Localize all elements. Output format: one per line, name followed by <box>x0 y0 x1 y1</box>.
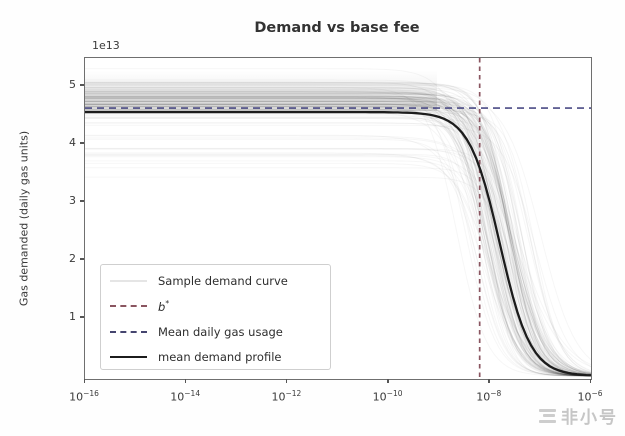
legend-item-b-star: b* <box>110 294 330 320</box>
watermark-text: 非小号 <box>561 408 618 428</box>
sample-demand-curve-swatch <box>110 279 147 282</box>
x-tick-mark <box>184 379 187 383</box>
sample-demand-curve-line <box>85 99 591 376</box>
sample-demand-curve-line <box>85 100 591 375</box>
x-tick-label: 10−10 <box>372 389 403 404</box>
sample-demand-curve-line <box>85 106 591 376</box>
feixiaohao-logo-icon <box>539 408 556 423</box>
sample-demand-curve-line <box>85 108 591 377</box>
mean-demand-profile-swatch <box>110 356 147 359</box>
x-tick-label: 10−6 <box>577 389 603 404</box>
mean-demand-profile-line <box>85 110 591 377</box>
sample-demand-curve-line <box>85 93 591 376</box>
y-axis-offset-label: 1e13 <box>92 39 120 52</box>
sample-demand-curve-line <box>85 90 591 376</box>
x-tick-mark <box>387 379 389 383</box>
sample-demand-curve-line <box>85 98 591 375</box>
y-tick-mark <box>80 258 84 260</box>
y-tick-label: 2 <box>69 252 76 265</box>
sample-demand-curve-line <box>85 97 591 376</box>
sample-demand-curves <box>85 81 591 377</box>
sample-demand-curve-line <box>85 106 591 376</box>
sample-demand-curve-line <box>85 101 591 376</box>
y-tick-mark <box>80 316 84 318</box>
watermark: 非小号 <box>539 403 618 428</box>
legend-label: Mean daily gas usage <box>158 324 283 339</box>
sample-demand-curve-line <box>85 89 591 377</box>
legend-item-mean-demand-profile: mean demand profile <box>110 345 330 371</box>
x-tick-label: 10−8 <box>476 389 502 404</box>
sample-demand-curve-line <box>85 109 591 376</box>
x-tick-label: 10−12 <box>271 389 302 404</box>
x-tick-label: 10−14 <box>170 389 201 404</box>
sample-demand-curve-line <box>85 89 591 376</box>
legend-label: mean demand profile <box>158 350 282 365</box>
sample-demand-curve-line <box>85 104 591 375</box>
sample-demand-curve-line <box>85 96 591 377</box>
x-tick-mark <box>285 379 288 383</box>
sample-demand-curve-line <box>85 88 591 377</box>
sample-demand-curve-line <box>85 91 591 377</box>
sample-demand-curve-line <box>85 91 591 376</box>
sample-demand-curve-line <box>85 104 591 377</box>
sample-demand-curve-line <box>85 101 591 376</box>
x-tick-mark <box>589 379 591 383</box>
y-tick-label: 1 <box>69 310 76 323</box>
sample-demand-curve-line <box>85 82 591 377</box>
sample-demand-curve-line <box>85 93 591 376</box>
y-tick-mark <box>80 142 84 144</box>
sample-demand-curve-line <box>85 103 591 377</box>
sample-demand-curve-line <box>85 110 591 377</box>
y-tick-label: 4 <box>69 136 76 149</box>
sample-demand-curve-line <box>85 96 591 375</box>
sample-demand-curve-line <box>85 91 591 377</box>
y-tick-label: 5 <box>69 78 76 91</box>
sample-demand-curve-line <box>85 84 591 376</box>
sample-demand-curve-line <box>85 109 591 373</box>
sample-demand-curve-line <box>85 101 591 377</box>
demand-curves-canvas <box>85 58 591 379</box>
b-star-swatch <box>110 305 147 308</box>
sample-demand-curve-line <box>85 82 591 377</box>
sample-demand-curve-line <box>85 106 591 377</box>
y-tick-mark <box>80 84 84 86</box>
y-tick-label: 3 <box>69 194 76 207</box>
legend-label: b* <box>158 298 170 314</box>
sample-demand-curve-line <box>85 106 591 375</box>
chart-title: Demand vs base fee <box>254 20 420 36</box>
x-tick-mark <box>488 379 490 383</box>
legend-item-mean-daily-gas-usage: Mean daily gas usage <box>110 319 330 345</box>
mean-daily-gas-usage-swatch <box>110 330 147 333</box>
sample-density-band <box>85 70 437 111</box>
sample-demand-curve-line <box>85 103 591 375</box>
sample-demand-curve-line <box>85 95 591 375</box>
sample-demand-curve-line <box>85 100 591 377</box>
sample-demand-curve-line <box>85 82 591 377</box>
sample-demand-curve-line <box>85 97 591 377</box>
sample-demand-curve-line <box>85 93 591 375</box>
sample-demand-curve-line <box>85 97 591 377</box>
legend: Sample demand curve b* Mean daily gas usag… <box>100 264 331 370</box>
sample-demand-curve-line <box>85 81 591 376</box>
legend-label: Sample demand curve <box>158 273 288 288</box>
x-tick-mark <box>83 379 85 383</box>
x-tick-label: 10−16 <box>69 389 99 404</box>
legend-item-sample-demand-curve: Sample demand curve <box>110 268 330 294</box>
sample-demand-curve-line <box>85 93 591 377</box>
y-tick-mark <box>80 200 84 202</box>
sample-demand-curve-line <box>85 97 591 376</box>
y-axis-label: Gas demanded (daily gas units) <box>17 130 31 307</box>
sample-demand-curve-line <box>85 101 591 376</box>
